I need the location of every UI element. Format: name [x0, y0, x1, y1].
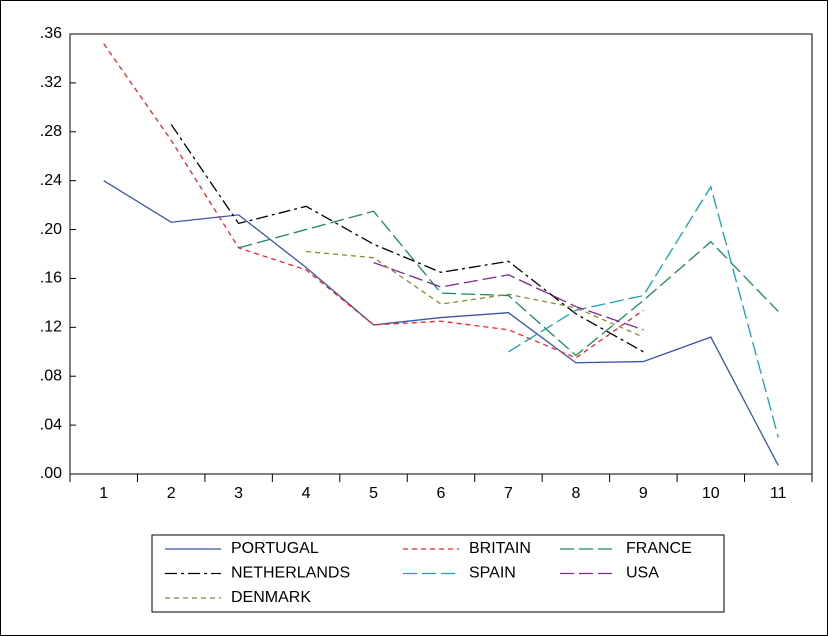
- x-tick-label: 7: [504, 485, 513, 502]
- y-tick-label: .00: [40, 465, 62, 482]
- x-tick-label: 3: [234, 485, 243, 502]
- y-tick-label: .04: [40, 416, 62, 433]
- series-line: [373, 261, 644, 331]
- legend-label: SPAIN: [469, 565, 516, 582]
- series-line: [170, 124, 644, 353]
- series-line: [306, 250, 644, 338]
- legend-label: PORTUGAL: [231, 540, 319, 557]
- x-tick-label: 6: [437, 485, 446, 502]
- x-tick-label: 4: [302, 485, 311, 502]
- series-line: [103, 180, 779, 466]
- series-line: [103, 43, 644, 359]
- plot-area: [69, 33, 813, 475]
- series-line: [238, 210, 779, 357]
- y-tick-label: .20: [40, 221, 62, 238]
- y-tick-label: .28: [40, 123, 62, 140]
- legend-label: BRITAIN: [469, 540, 531, 557]
- legend-label: DENMARK: [231, 589, 311, 606]
- legend-label: USA: [626, 565, 659, 582]
- y-tick-label: .08: [40, 367, 62, 384]
- x-tick-label: 10: [702, 485, 720, 502]
- x-tick-label: 11: [770, 485, 787, 502]
- y-tick-label: .36: [40, 25, 62, 42]
- series-line: [508, 185, 779, 438]
- x-tick-label: 5: [369, 485, 378, 502]
- y-tick-label: .24: [40, 172, 62, 189]
- x-tick-label: 2: [167, 485, 176, 502]
- x-tick-label: 8: [571, 485, 580, 502]
- legend-box: [151, 534, 725, 613]
- y-tick-label: .32: [40, 74, 62, 91]
- y-tick-label: .16: [40, 270, 62, 287]
- y-tick-label: .12: [40, 319, 62, 336]
- legend-label: NETHERLANDS: [231, 565, 350, 582]
- x-tick-label: 1: [99, 485, 108, 502]
- x-tick-label: 9: [639, 485, 648, 502]
- legend-label: FRANCE: [626, 540, 692, 557]
